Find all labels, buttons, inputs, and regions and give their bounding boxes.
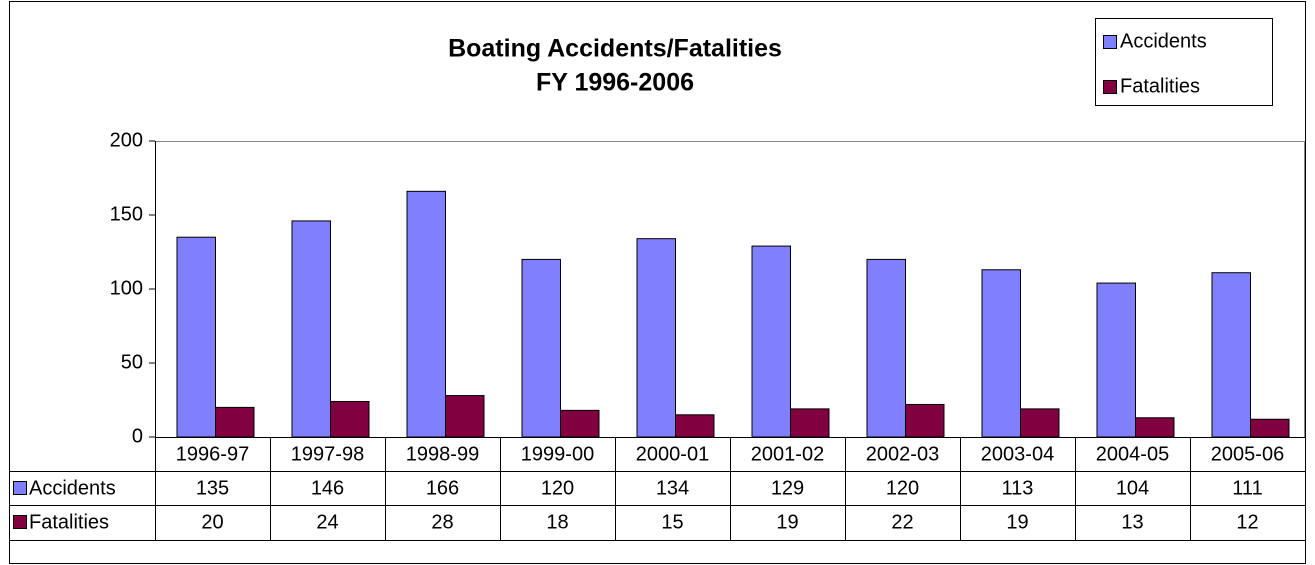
- x-tick-label: 1997-98: [291, 443, 364, 465]
- table-value: 18: [546, 511, 568, 533]
- table-value: 113: [1002, 477, 1034, 499]
- table-legend-key: [13, 481, 27, 495]
- legend-key: [1103, 35, 1117, 49]
- table-value: 12: [1236, 511, 1258, 533]
- bar: [675, 414, 715, 438]
- bar: [560, 409, 600, 438]
- x-tick-label: 2001-02: [751, 443, 824, 465]
- x-tick-label: 1996-97: [176, 443, 249, 465]
- bar: [1020, 408, 1060, 438]
- table-value: 120: [541, 477, 574, 499]
- bar: [330, 400, 370, 438]
- legend-key: [1103, 80, 1117, 94]
- bar: [176, 236, 216, 438]
- bar: [1096, 282, 1136, 438]
- bar: [291, 220, 331, 438]
- table-value: 24: [316, 511, 338, 533]
- y-tick-label: 200: [110, 129, 143, 151]
- table-value: 20: [201, 511, 223, 533]
- y-tick-label: 150: [110, 203, 143, 225]
- table-value: 19: [1006, 511, 1028, 533]
- table-value: 15: [661, 511, 683, 533]
- table-value: 135: [196, 477, 229, 499]
- x-tick-label: 2002-03: [866, 443, 939, 465]
- table-value: 104: [1116, 477, 1149, 499]
- bar: [981, 269, 1021, 438]
- table-value: 120: [886, 477, 919, 499]
- x-tick-label: 2004-05: [1096, 443, 1169, 465]
- bar: [790, 408, 830, 438]
- x-tick-label: 2003-04: [981, 443, 1054, 465]
- table-series-name: Accidents: [29, 477, 116, 499]
- table-series-name: Fatalities: [29, 511, 109, 533]
- x-tick-label: 2005-06: [1211, 443, 1284, 465]
- y-tick-label: 100: [110, 277, 143, 299]
- legend-label: Fatalities: [1120, 75, 1200, 97]
- y-tick-label: 0: [132, 425, 143, 447]
- table-value: 13: [1121, 511, 1143, 533]
- bar: [751, 245, 791, 438]
- x-tick-label: 2000-01: [636, 443, 709, 465]
- y-tick-label: 50: [121, 351, 143, 373]
- legend-label: Accidents: [1120, 30, 1207, 52]
- bar: [636, 238, 676, 438]
- table-value: 129: [771, 477, 804, 499]
- bar: [866, 258, 906, 438]
- chart-subtitle: FY 1996-2006: [536, 69, 694, 97]
- table-value: 134: [656, 477, 689, 499]
- x-tick-label: 1999-00: [521, 443, 594, 465]
- table-value: 146: [311, 477, 344, 499]
- table-legend-key: [13, 515, 27, 529]
- table-value: 22: [891, 511, 913, 533]
- table-value: 111: [1232, 477, 1262, 499]
- bar: [406, 190, 446, 438]
- bar: [905, 403, 945, 438]
- table-value: 28: [431, 511, 453, 533]
- bar: [445, 395, 485, 438]
- bar: [215, 406, 255, 438]
- x-tick-label: 1998-99: [406, 443, 479, 465]
- table-value: 19: [776, 511, 798, 533]
- bar: [1250, 418, 1290, 438]
- bar: [1135, 417, 1175, 438]
- bar: [521, 258, 561, 438]
- chart-title: Boating Accidents/Fatalities: [448, 35, 782, 63]
- bar: [1211, 272, 1251, 438]
- table-value: 166: [426, 477, 459, 499]
- legend-box: [1095, 18, 1273, 106]
